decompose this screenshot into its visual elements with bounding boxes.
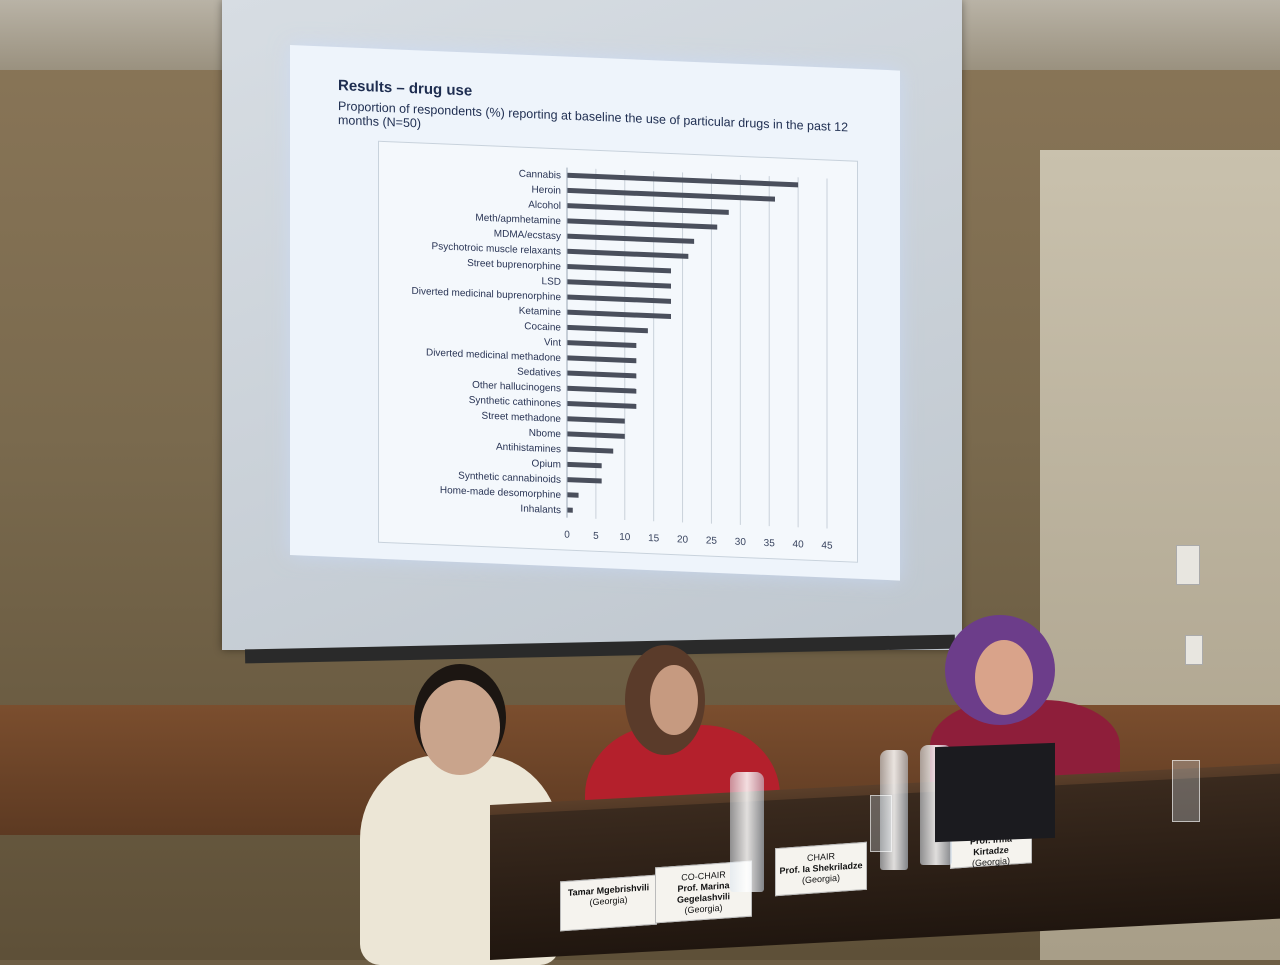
category-label: Cocaine — [524, 321, 561, 334]
projected-slide: Results – drug use Proportion of respond… — [290, 45, 900, 581]
category-label: Diverted medicinal buprenorphine — [412, 286, 562, 303]
bar-chart: 0 5 10 15 20 25 30 35 40 45 Cannabis Heroin Alcohol M… — [378, 140, 858, 563]
category-label: Synthetic cathinones — [469, 395, 561, 410]
category-label: Street buprenorphine — [467, 258, 561, 273]
wall-switch — [1176, 545, 1200, 585]
x-tick-label: 10 — [619, 532, 631, 543]
slide-title: Results – drug use — [338, 77, 473, 100]
bar-diverted-medicinal-methadone — [567, 355, 637, 364]
category-label: Meth/apmhetamine — [475, 213, 561, 228]
x-tick-label: 25 — [706, 535, 718, 546]
category-label: Heroin — [532, 184, 561, 196]
x-tick-label: 45 — [821, 540, 833, 551]
panelist-center-face — [650, 665, 698, 735]
bar-vint — [567, 340, 637, 349]
category-label: Antihistamines — [496, 442, 561, 456]
bar-alcohol — [567, 203, 729, 215]
bar-lsd — [567, 279, 671, 289]
bar-heroin — [567, 187, 775, 202]
bar-cannabis — [567, 172, 799, 188]
category-label: Other hallucinogens — [472, 380, 561, 395]
category-label: Street methadone — [482, 411, 562, 425]
nameplate-3: CHAIR Prof. Ia Shekriladze (Georgia) — [775, 841, 867, 897]
category-label: Synthetic cannabinoids — [458, 471, 561, 486]
bar-street-buprenorphine — [567, 264, 671, 274]
category-label: LSD — [542, 276, 561, 288]
wall-outlet — [1185, 635, 1203, 665]
category-label: Vint — [544, 337, 561, 349]
bar-nbome — [567, 431, 625, 439]
bar-synthetic-cannabinoids — [567, 477, 602, 484]
panelist-right-face — [975, 640, 1033, 715]
bar-antihistamines — [567, 446, 614, 454]
category-label: Sedatives — [517, 366, 561, 379]
bar-diverted-medicinal-buprenorphine — [567, 294, 671, 304]
panelist-left-head — [420, 680, 500, 775]
bar-opium — [567, 461, 602, 469]
bar-chart-svg: 0 5 10 15 20 25 30 35 40 45CannabisHeroinAlcoholM… — [412, 167, 833, 552]
glass-2 — [1172, 760, 1200, 822]
x-tick-label: 20 — [677, 534, 689, 545]
bar-other-hallucinogens — [567, 385, 637, 394]
category-label: Inhalants — [520, 504, 561, 517]
category-label: Ketamine — [519, 306, 562, 319]
bar-mdma-ecstasy — [567, 233, 695, 244]
bar-synthetic-cathinones — [567, 400, 637, 409]
nameplate-1: Tamar Mgebrishvili (Georgia) — [560, 874, 657, 932]
bar-meth-apmhetamine — [567, 218, 718, 230]
category-label: Cannabis — [519, 169, 561, 182]
bar-sedatives — [567, 370, 637, 379]
x-tick-label: 35 — [764, 538, 776, 549]
water-bottle-1 — [730, 772, 764, 892]
x-tick-label: 40 — [793, 539, 805, 550]
bar-psychotroic-muscle-relaxants — [567, 248, 689, 259]
bar-inhalants — [567, 507, 573, 513]
glass-1 — [870, 795, 892, 852]
category-label: Nbome — [529, 428, 562, 440]
category-label: Opium — [532, 458, 561, 470]
bar-street-methadone — [567, 416, 625, 424]
laptop — [935, 742, 1055, 843]
water-bottle-2 — [880, 750, 908, 870]
category-label: Alcohol — [528, 200, 561, 212]
bar-home-made-desomorphine — [567, 492, 579, 498]
x-tick-label: 5 — [593, 531, 599, 542]
category-label: Diverted medicinal methadone — [426, 347, 561, 364]
x-tick-label: 0 — [564, 529, 570, 540]
x-tick-label: 30 — [735, 537, 747, 548]
category-label: Home-made desomorphine — [440, 485, 562, 501]
bar-ketamine — [567, 309, 671, 320]
category-label: Psychotroic muscle relaxants — [432, 241, 561, 257]
bar-cocaine — [567, 324, 648, 334]
x-tick-label: 15 — [648, 533, 660, 544]
category-label: MDMA/ecstasy — [494, 229, 561, 243]
